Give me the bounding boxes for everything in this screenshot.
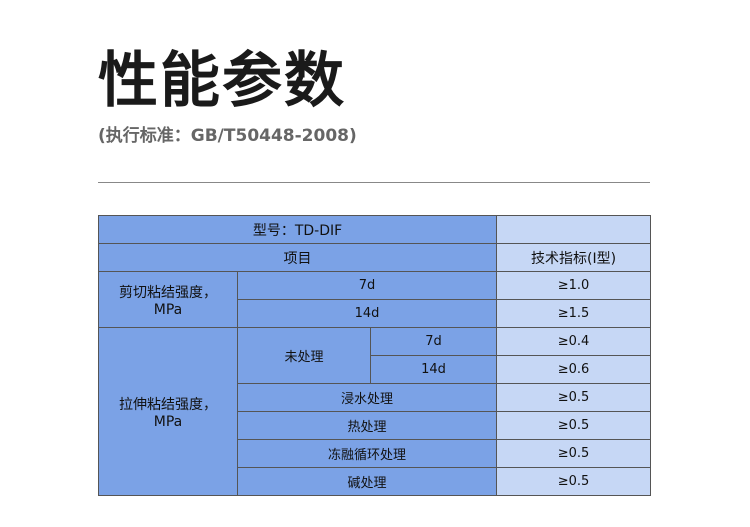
untreated-cell: 未处理 (237, 327, 371, 384)
item-cell: 14d (369, 355, 498, 384)
value-cell: ≥0.5 (496, 383, 652, 412)
header-item: 项目 (97, 243, 498, 272)
item-cell: 14d (236, 299, 498, 328)
table-row: 碱处理 ≥0.5 (99, 467, 652, 496)
value-cell: ≥1.0 (496, 271, 652, 300)
header-spec: 技术指标(I型) (496, 243, 652, 272)
table-row: 热处理 ≥0.5 (99, 411, 652, 440)
table-row: 项目 技术指标(I型) (97, 243, 652, 272)
tensile-label: 拉伸粘结强度， MPa (98, 327, 238, 496)
value-cell: ≥0.4 (496, 327, 652, 356)
value-cell: ≥1.5 (496, 299, 652, 328)
shear-label: 剪切粘结强度， MPa (98, 271, 238, 328)
table-row: 14d ≥1.5 (99, 299, 652, 328)
value-cell: ≥0.6 (496, 355, 652, 384)
model-cell: 型号：TD-DIF (97, 215, 498, 244)
table-row: 冻融循环处理 ≥0.5 (99, 439, 652, 468)
value-cell: ≥0.5 (496, 467, 652, 496)
divider (98, 182, 650, 183)
page-title: 性能参数 (98, 46, 346, 116)
item-cell: 7d (369, 327, 498, 356)
table-row: 型号：TD-DIF (97, 215, 652, 244)
value-cell: ≥0.5 (496, 411, 652, 440)
table-row: 浸水处理 ≥0.5 (99, 383, 652, 412)
item-cell: 热处理 (236, 411, 498, 440)
table-row: 拉伸粘结强度， MPa 未处理 7d ≥0.4 (98, 327, 652, 496)
item-cell: 浸水处理 (236, 383, 498, 412)
item-cell: 冻融循环处理 (236, 439, 498, 468)
empty-cell (496, 215, 652, 244)
value-cell: ≥0.5 (496, 439, 652, 468)
item-cell: 碱处理 (236, 467, 498, 496)
standard-subtitle: (执行标准：GB/T50448-2008) (98, 126, 357, 146)
table-row: 剪切粘结强度， MPa 7d ≥1.0 (98, 271, 652, 328)
spec-table: 型号：TD-DIF 项目 技术指标(I型) 剪切粘结强度， MPa 7d ≥1.0… (97, 215, 652, 496)
item-cell: 7d (236, 271, 498, 300)
